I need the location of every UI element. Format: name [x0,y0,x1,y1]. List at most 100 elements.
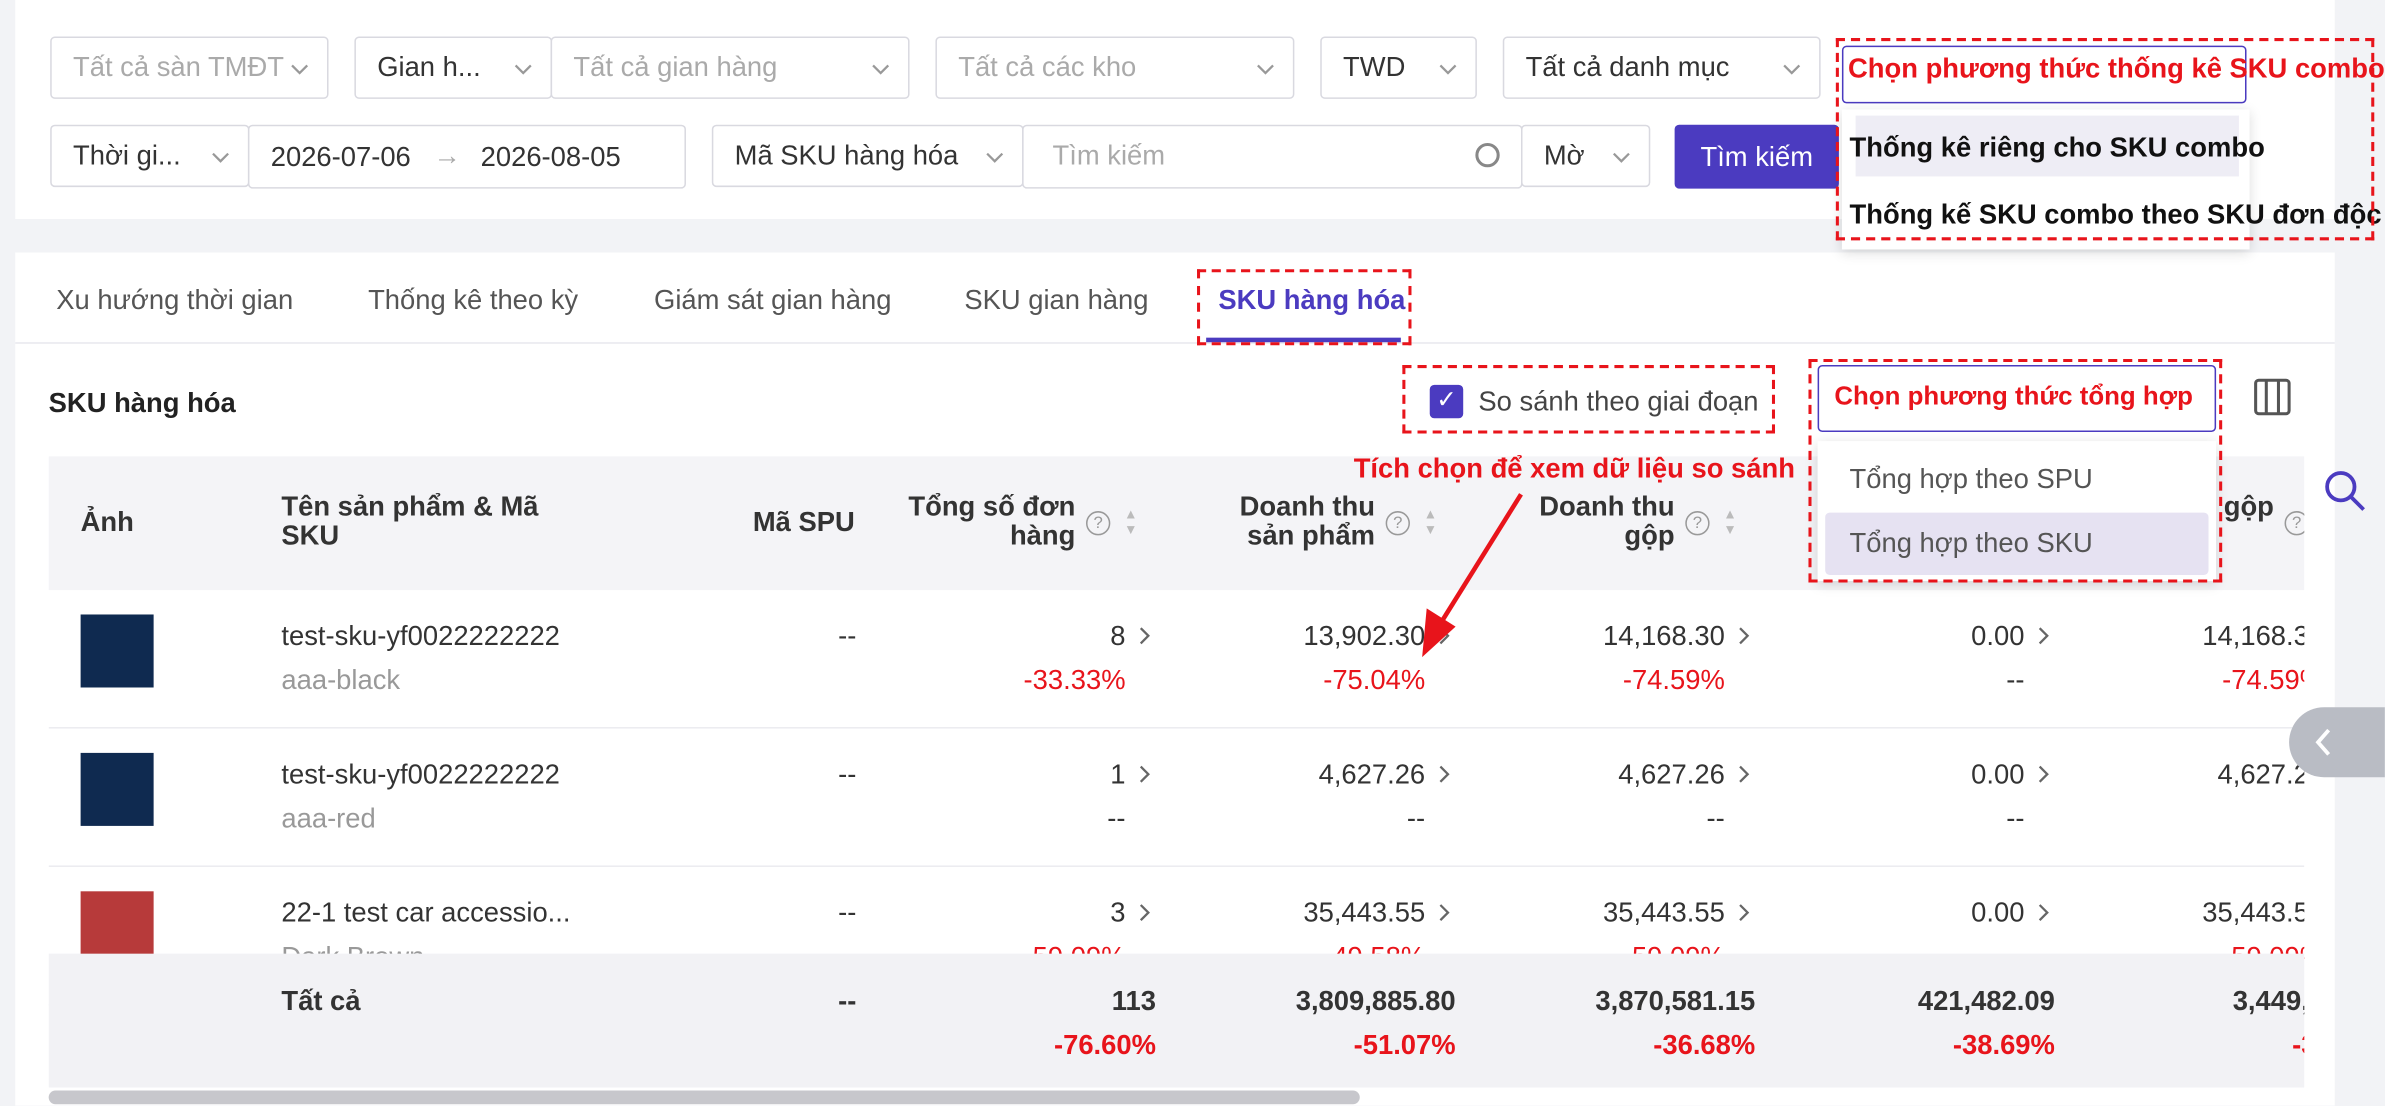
chevron-icon [1439,765,1450,783]
sku: aaa-black [281,664,401,696]
chevron-icon [291,64,309,75]
product-name[interactable]: test-sku-yf0022222222 [281,620,560,651]
aggregate-title: Chọn phương thức tổng hợp [1834,381,2193,411]
tab[interactable]: SKU hàng hóa [1218,284,1406,315]
cell-value[interactable]: 0.00 [1971,758,2025,790]
cell-value[interactable]: 8 [1110,620,1126,651]
sort-icon[interactable]: ▲ ▼ [1723,506,1737,537]
date-end[interactable]: 2026-08-05 [480,141,621,172]
help-icon: ? [1685,511,1710,536]
product-name[interactable]: test-sku-yf0022222222 [281,758,560,790]
checkbox-label[interactable]: So sánh theo giai đoạn [1478,386,1759,417]
chevron-icon [2038,627,2049,645]
chevron-icon [1439,904,1450,922]
checkbox[interactable]: ✓ [1429,384,1464,419]
platform-select-box[interactable] [50,36,329,99]
combo-title: Chọn phương thức thống kê SKU combo [1848,53,2385,84]
warehouse-select[interactable]: Tất cả các kho [958,51,1137,83]
cell-change: -- [2006,664,2025,696]
chevron-icon [1612,152,1630,163]
table: Ảnh Tên sản phẩm & Mã SKU Mã SPU Tổng số đơ… [48,456,2305,1088]
combo-option[interactable]: Thống kê riêng cho SKU combo [1849,132,2265,163]
spu: -- [838,620,857,651]
tab-divider [15,342,2335,344]
tab[interactable]: SKU gian hàng [964,284,1149,315]
cell-change: -- [1406,803,1426,834]
annotation: Tích chọn để xem dữ liệu so sánh [1353,453,1795,484]
aggregate-select[interactable] [1817,365,2217,432]
total-change: -36.4 [2292,1029,2304,1061]
match-select[interactable]: Mờ [1543,139,1585,171]
cell-value[interactable]: 3 [1110,897,1126,928]
total-value: 421,482.09 [1917,985,2055,1017]
product-name[interactable]: 22-1 test car accessio... [281,897,571,928]
chevron-icon [1139,627,1150,645]
cell-change: -74.59% [1622,664,1725,696]
thumbnail[interactable] [80,752,154,826]
currency-select[interactable]: TWD [1343,51,1406,83]
cell-value[interactable]: 35,443.55 [2202,897,2304,928]
thumbnail[interactable] [80,614,154,688]
match-select-box[interactable] [1521,124,1651,188]
combo-select [1841,45,2247,104]
cell-value[interactable]: 14,168.30 [1603,620,1725,651]
cell-value[interactable]: 14,168.30 [2202,620,2304,651]
chevron-icon [1139,904,1150,922]
cell-value[interactable]: 0.00 [1971,897,2025,928]
cell-value[interactable]: 4,627.26 [2217,758,2304,790]
tab[interactable]: Giám sát gian hàng [654,284,892,315]
shop-select[interactable]: Tất cả gian hàng [573,51,778,83]
column-header: Tên sản phẩm & Mã SKU [281,491,539,551]
cell-value[interactable]: 35,443.55 [1603,897,1725,928]
sort-icon[interactable]: ▲ ▼ [1124,506,1138,537]
column-header: Ảnh [80,506,134,537]
warehouse-select-box[interactable] [935,36,1295,99]
time-type-select[interactable]: Thời gi... [73,139,181,171]
search-input[interactable]: Tìm kiếm [1052,139,1166,171]
chevron-icon [1739,627,1750,645]
total-change: -36.68% [1653,1029,1756,1061]
cell-change: -33.33% [1023,664,1126,696]
tab[interactable]: Xu hướng thời gian [56,284,294,315]
shop-select-box[interactable] [550,36,910,99]
aggregate-option[interactable]: Tổng hợp theo SKU [1849,527,2093,559]
tab-highlight [1197,269,1412,346]
cell-value[interactable]: 4,627.26 [1318,758,1426,790]
chevron-icon [1783,64,1801,75]
row-divider [48,727,2305,729]
thumbnail[interactable] [80,891,154,965]
search-button-label[interactable]: Tìm kiếm [1700,141,1814,172]
column-header: Doanh thu gộp [1539,491,1675,551]
scrollbar[interactable] [48,1090,1360,1105]
cell-value[interactable]: 1 [1110,758,1126,790]
cell-value[interactable]: 4,627.26 [1618,758,1725,790]
platform-select[interactable]: Tất cả sàn TMĐT [73,51,284,83]
date-arrow: → [433,139,461,171]
search-button[interactable] [1674,124,1839,189]
category-select[interactable]: Tất cả danh mục [1525,51,1730,83]
currency-select-box[interactable] [1320,36,1477,99]
chevron-icon [872,64,890,75]
aggregate-option[interactable]: Tổng hợp theo SPU [1849,463,2093,495]
search-field-select[interactable]: Mã SKU hàng hóa [734,139,959,171]
category-select-box[interactable] [1502,36,1821,99]
date-range[interactable] [247,124,686,189]
search-input-box[interactable] [1022,124,1523,189]
total-spu: -- [838,985,857,1017]
sort-icon[interactable]: ▲ ▼ [1423,506,1438,537]
search-icon [1475,142,1500,168]
combo-option[interactable]: Thống kế SKU combo theo SKU đơn độc [1849,199,2382,230]
chevron-icon [1739,765,1750,783]
checkbox-highlight [1402,365,1776,434]
date-start[interactable]: 2026-07-06 [270,141,411,172]
combo-option-bg [1855,115,2239,177]
search-field-select-box[interactable] [711,124,1024,188]
tab[interactable]: Thống kê theo kỳ [368,284,579,315]
cell-value[interactable]: 13,902.30 [1303,620,1426,651]
shop-type-select[interactable]: Gian h... [377,51,481,83]
chevron-icon [514,64,532,75]
cell-value[interactable]: 35,443.55 [1303,897,1426,928]
aggregate-option-bg [1825,512,2209,575]
cell-value[interactable]: 0.00 [1971,620,2025,651]
